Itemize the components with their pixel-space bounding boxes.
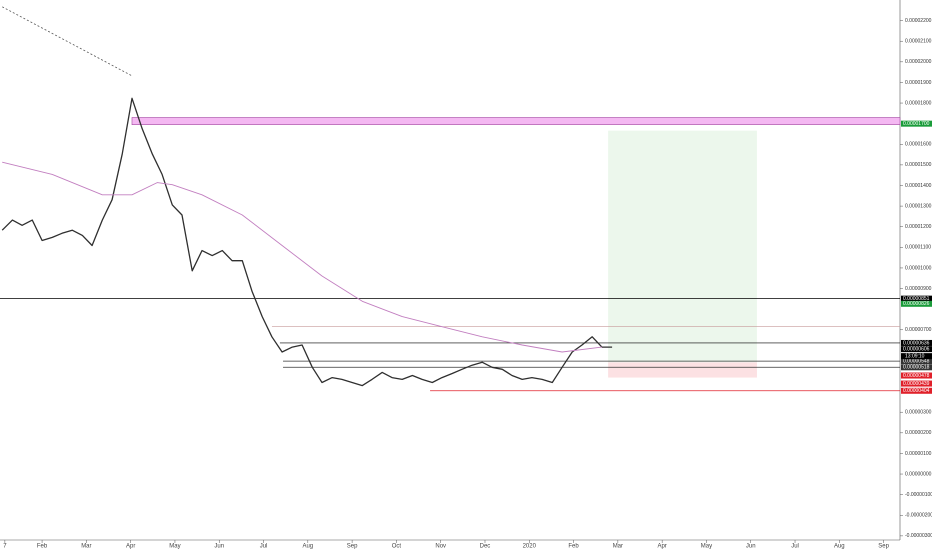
x-tick-label: Aug [834, 544, 845, 550]
x-tick-label: Feb [37, 544, 48, 550]
level-tag [901, 295, 932, 302]
y-tick-label: 0.00000200 [905, 430, 932, 436]
y-tick-label: -0.00000200 [905, 513, 932, 519]
y-tick-label: 0.00001200 [905, 224, 932, 230]
y-tick-label: 0.00000900 [905, 286, 932, 292]
y-tick-label: 0.00001300 [905, 203, 932, 209]
trendline [2, 6, 133, 77]
level-tag-label: 0.00000478 [903, 373, 930, 379]
level-tag [901, 346, 932, 353]
x-tick-label: Dec [480, 544, 491, 550]
timer-label: 13:09:10 [905, 353, 925, 359]
level-tag [901, 300, 932, 307]
level-tag-label: 0.00001700 [903, 121, 930, 127]
resistance-zone [131, 117, 901, 125]
x-tick-label: Apr [126, 544, 135, 550]
y-tick-label: 0.00000000 [905, 471, 932, 477]
y-tick-label: 0.00001500 [905, 162, 932, 168]
x-tick-label: Jun [214, 544, 224, 550]
x-tick-label: Sep [347, 544, 358, 550]
y-tick-label: 0.00000700 [905, 327, 932, 333]
price-line [1, 97, 613, 387]
level-tag-label: 0.00000636 [903, 340, 930, 346]
y-tick-label: 0.00001600 [905, 142, 932, 148]
level-tag-label: 0.00000548 [903, 358, 930, 364]
x-tick-label: May [169, 544, 180, 550]
y-tick-label: 0.00002100 [905, 39, 932, 45]
x-tick-label: Mar [613, 544, 623, 550]
level-tag [901, 358, 932, 365]
y-tick-label: 0.00002000 [905, 59, 932, 65]
y-tick-label: 0.00002200 [905, 18, 932, 24]
y-tick-label: 0.00001800 [905, 100, 932, 106]
x-tick-label: Mar [81, 544, 91, 550]
x-tick-label: Sep [878, 544, 889, 550]
y-tick-label: 0.00001400 [905, 183, 932, 189]
moving-average [2, 161, 602, 353]
level-tag-label: 0.00000518 [903, 365, 930, 371]
x-tick-label: Feb [568, 544, 579, 550]
timer-tag [901, 353, 932, 360]
y-tick-label: 0.00001100 [905, 245, 931, 251]
x-tick-label: Jul [791, 544, 799, 550]
x-tick-label: Oct [392, 544, 402, 550]
profit-zone [608, 130, 757, 363]
x-tick-label: Aug [302, 544, 313, 550]
x-tick-label: Nov [435, 544, 446, 550]
y-tick-label: -0.00000300 [905, 533, 932, 539]
y-tick-label: -0.00000100 [905, 492, 932, 498]
loss-zone [608, 362, 757, 378]
x-tick-label: 7 [3, 544, 7, 550]
level-tag-label: 0.00000439 [903, 381, 930, 387]
level-tag [901, 372, 932, 379]
level-tag [901, 120, 932, 127]
y-tick-label: 0.00001000 [905, 265, 932, 271]
level-tag-label: 0.00000826 [903, 301, 930, 307]
x-tick-label: 2020 [523, 544, 537, 550]
level-tag [901, 380, 932, 387]
x-tick-label: Jul [260, 544, 268, 550]
y-tick-label: 0.00000100 [905, 451, 932, 457]
x-tick-label: May [701, 544, 712, 550]
y-tick-label: 0.00001900 [905, 80, 932, 86]
level-tag-label: 0.00000404 [903, 388, 930, 394]
level-tag-label: 0.00000851 [903, 296, 930, 302]
level-tag-label: 0.00000606 [903, 346, 930, 352]
level-tag [901, 364, 932, 371]
x-tick-label: Jun [746, 544, 756, 550]
x-tick-label: Apr [657, 544, 666, 550]
y-tick-label: 0.00000300 [905, 410, 932, 416]
level-tag [901, 387, 932, 394]
level-tag [901, 339, 932, 346]
